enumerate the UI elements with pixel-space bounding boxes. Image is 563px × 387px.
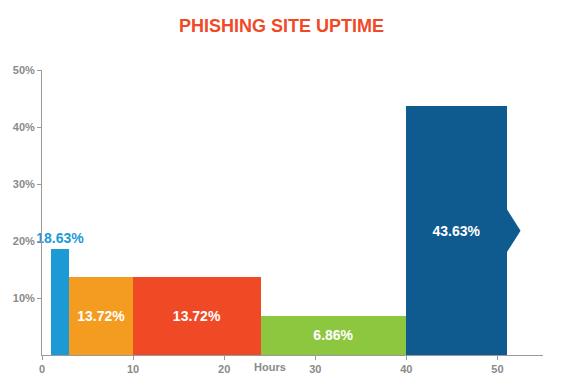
- svg-text:30: 30: [309, 363, 321, 375]
- svg-text:13.72%: 13.72%: [77, 308, 125, 324]
- svg-text:0: 0: [39, 363, 45, 375]
- svg-text:30%: 30%: [13, 178, 35, 190]
- svg-text:40: 40: [400, 363, 412, 375]
- svg-text:20%: 20%: [13, 235, 35, 247]
- svg-text:43.63%: 43.63%: [432, 223, 480, 239]
- svg-text:10: 10: [127, 363, 139, 375]
- svg-text:20: 20: [218, 363, 230, 375]
- svg-text:Hours: Hours: [254, 361, 286, 373]
- svg-text:50: 50: [491, 363, 503, 375]
- svg-text:18.63%: 18.63%: [36, 230, 84, 246]
- svg-text:10%: 10%: [13, 292, 35, 304]
- svg-text:13.72%: 13.72%: [173, 308, 221, 324]
- svg-text:40%: 40%: [13, 121, 35, 133]
- svg-text:50%: 50%: [13, 64, 35, 76]
- svg-text:6.86%: 6.86%: [313, 327, 353, 343]
- svg-text:PHISHING SITE UPTIME: PHISHING SITE UPTIME: [179, 16, 384, 36]
